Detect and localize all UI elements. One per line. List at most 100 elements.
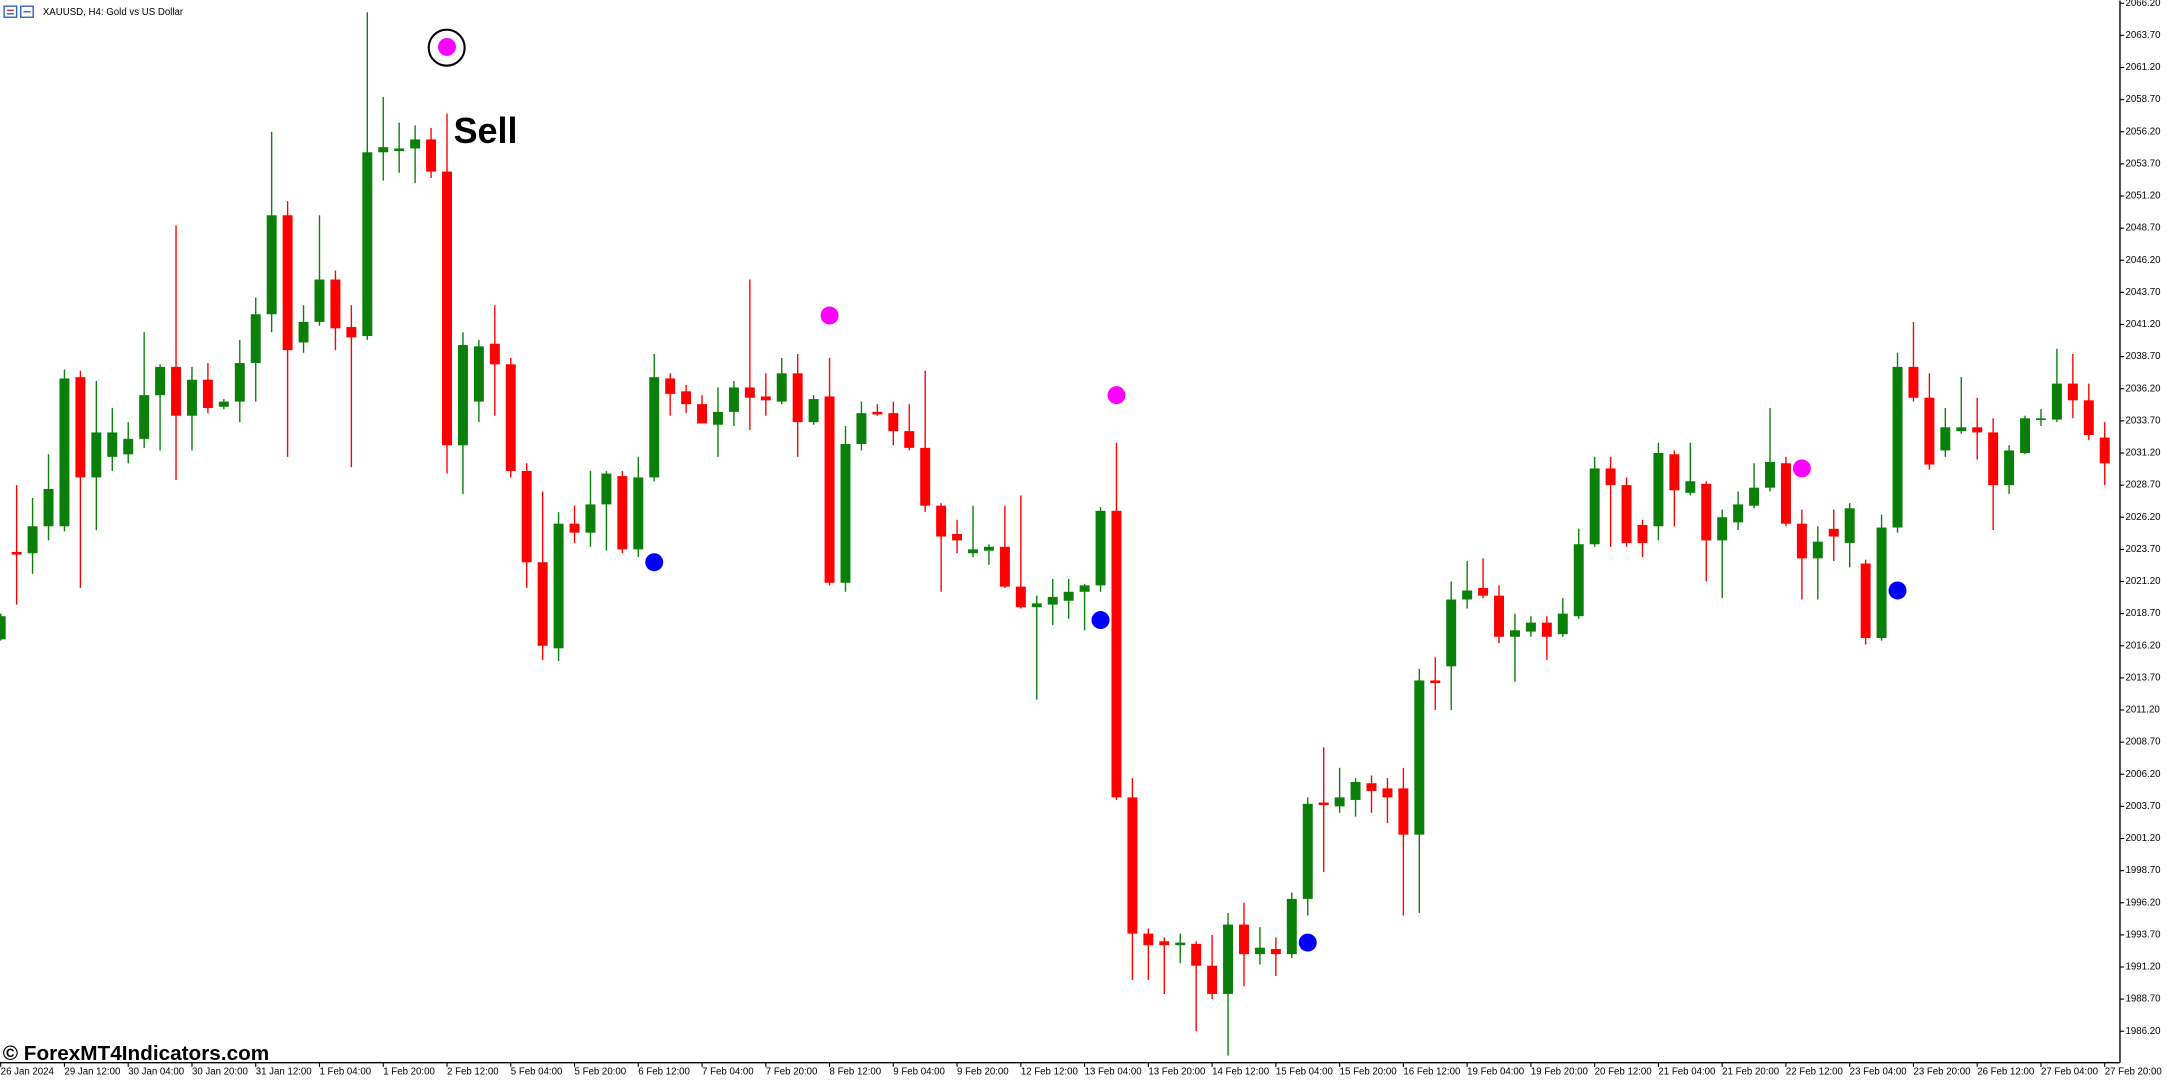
y-tick-label: 1998.70 <box>2126 865 2161 876</box>
candle-body <box>553 523 564 649</box>
x-tick-label: 22 Feb 12:00 <box>1786 1066 1843 1077</box>
y-tick-label: 2001.20 <box>2126 833 2161 844</box>
y-tick-label: 2041.20 <box>2126 319 2161 330</box>
candle-body <box>1844 508 1855 543</box>
y-tick-label: 2023.70 <box>2126 544 2161 555</box>
candle-body <box>1892 366 1903 528</box>
candle-body <box>808 399 819 423</box>
candle-body <box>123 438 134 455</box>
x-tick-label: 13 Feb 04:00 <box>1085 1066 1142 1077</box>
y-tick-label: 2013.70 <box>2126 672 2161 683</box>
buy-signal <box>1091 611 1110 630</box>
candle-body <box>91 432 102 478</box>
y-tick-label: 2058.70 <box>2126 94 2161 105</box>
candle-body <box>218 401 229 407</box>
candle-body <box>426 139 437 172</box>
candle-body <box>744 387 755 398</box>
candle-body <box>824 396 835 583</box>
candle-body <box>1223 924 1234 994</box>
symbol-icon <box>3 5 34 18</box>
candle-body <box>1765 461 1775 488</box>
candle-body <box>537 562 548 646</box>
candle-body <box>59 378 70 527</box>
candle-body <box>1509 630 1520 637</box>
watermark: © ForexMT4Indicators.com <box>3 1042 269 1065</box>
candle-body <box>1191 943 1202 966</box>
x-tick-label: 9 Feb 04:00 <box>893 1066 945 1077</box>
candle-body <box>1334 797 1345 807</box>
candle-body <box>2035 418 2046 420</box>
y-tick-label: 2026.20 <box>2126 512 2161 523</box>
x-tick-label: 9 Feb 20:00 <box>957 1066 1009 1077</box>
candle-body <box>713 411 723 425</box>
y-tick-label: 2056.20 <box>2126 126 2161 137</box>
candle-body <box>1270 949 1281 955</box>
candle-body <box>2020 418 2031 453</box>
candle-body <box>1860 563 1871 639</box>
y-tick-label: 2066.20 <box>2126 0 2161 9</box>
candle-body <box>2067 383 2078 401</box>
x-tick-label: 2 Feb 12:00 <box>447 1066 499 1077</box>
y-tick-label: 1996.20 <box>2126 897 2161 908</box>
sell-signal <box>820 306 839 325</box>
y-tick-label: 2048.70 <box>2126 223 2161 234</box>
y-tick-label: 1986.20 <box>2126 1026 2161 1037</box>
candle-body <box>1350 781 1361 800</box>
x-tick-label: 20 Feb 12:00 <box>1595 1066 1652 1077</box>
y-tick-label: 2016.20 <box>2126 640 2161 651</box>
y-tick-label: 2031.20 <box>2126 448 2161 459</box>
candle-body <box>410 139 421 149</box>
y-tick-label: 2036.20 <box>2126 383 2161 394</box>
x-tick-label: 1 Feb 04:00 <box>319 1066 371 1077</box>
x-tick-label: 29 Jan 12:00 <box>64 1066 120 1077</box>
candle-body <box>585 504 596 533</box>
y-tick-label: 1993.70 <box>2126 929 2161 940</box>
candle-body <box>171 366 182 416</box>
candle-body <box>75 377 86 478</box>
x-tick-label: 27 Feb 20:00 <box>2105 1066 2162 1077</box>
signal-highlight <box>427 28 466 67</box>
candle-body <box>330 279 341 329</box>
y-tick-label: 2051.20 <box>2126 191 2161 202</box>
x-tick-label: 1 Feb 20:00 <box>383 1066 435 1077</box>
candle-body <box>1382 788 1393 798</box>
candle-body <box>840 444 851 583</box>
candle-body <box>1653 452 1664 527</box>
candle-body <box>1589 468 1600 545</box>
candle-body <box>999 546 1010 587</box>
y-tick-label: 2028.70 <box>2126 480 2161 491</box>
candle-body <box>1430 680 1441 684</box>
candle-body <box>1812 541 1823 559</box>
candle-body <box>1557 613 1568 635</box>
candle-body <box>1669 454 1680 491</box>
x-tick-label: 12 Feb 12:00 <box>1021 1066 1078 1077</box>
x-tick-label: 23 Feb 04:00 <box>1850 1066 1907 1077</box>
candle-body <box>952 533 963 541</box>
candle-body <box>792 373 803 423</box>
candle-body <box>936 505 947 537</box>
sell-signal <box>438 37 456 56</box>
x-tick-label: 7 Feb 20:00 <box>766 1066 818 1077</box>
candle-body <box>394 148 405 152</box>
y-tick-label: 2003.70 <box>2126 801 2161 812</box>
candle-body <box>968 549 978 554</box>
candle-body <box>1015 586 1026 608</box>
candle-body <box>1541 622 1552 637</box>
candle-body <box>617 476 628 550</box>
candle-body <box>856 413 867 445</box>
candle-body <box>728 387 739 412</box>
candle-body <box>649 377 660 478</box>
candle-body <box>1127 797 1138 934</box>
plot-area <box>0 12 2110 1056</box>
y-tick-label: 2018.70 <box>2126 608 2161 619</box>
x-tick-label: 14 Feb 12:00 <box>1212 1066 1269 1077</box>
candle-body <box>1733 504 1744 523</box>
candle-body <box>872 411 883 415</box>
candle-body <box>0 616 6 640</box>
candle-body <box>1254 947 1265 955</box>
x-tick-label: 31 Jan 12:00 <box>256 1066 312 1077</box>
y-tick-label: 2061.20 <box>2126 62 2161 73</box>
y-tick-label: 2006.20 <box>2126 769 2161 780</box>
candle-body <box>633 477 644 550</box>
